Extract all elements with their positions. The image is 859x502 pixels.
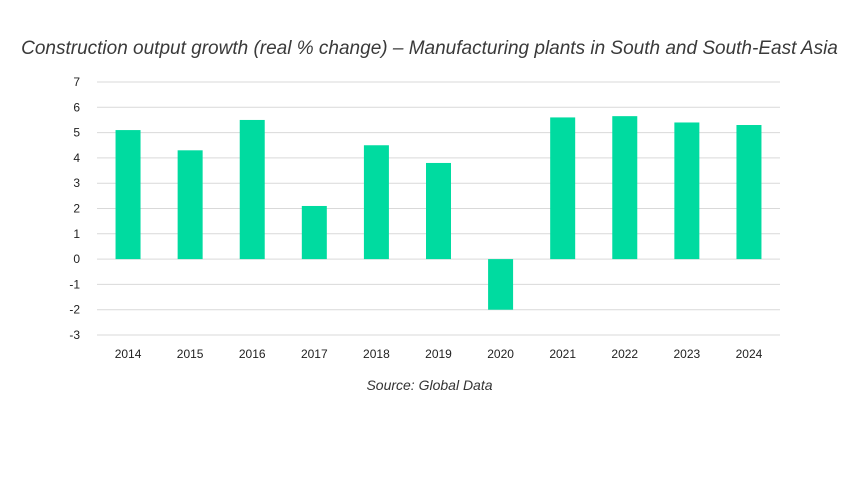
chart-title: Construction output growth (real % chang… [21, 38, 838, 59]
y-tick-label: 0 [73, 252, 80, 266]
y-tick-label: 4 [73, 151, 80, 165]
chart-source-note: Source: Global Data [366, 377, 493, 393]
bar-2019 [426, 162, 451, 260]
x-tick-label: 2022 [611, 347, 638, 361]
bar-2016 [239, 119, 265, 260]
x-tick-label: 2017 [301, 347, 328, 361]
x-tick-label: 2024 [736, 347, 763, 361]
bar-2020 [488, 259, 514, 310]
bar-2021 [550, 117, 576, 260]
y-tick-label: -2 [69, 303, 80, 317]
bar-2022 [612, 116, 638, 260]
bar-2018 [363, 145, 389, 260]
y-tick-label: 7 [73, 75, 80, 89]
y-tick-label: 5 [73, 126, 80, 140]
x-tick-label: 2019 [425, 347, 452, 361]
x-axis-tick-labels: 2014 2015 2016 2017 2018 2019 2020 2021 2022 2023… [115, 347, 763, 361]
y-tick-label: 3 [73, 176, 80, 190]
y-tick-label: 1 [73, 227, 80, 241]
x-tick-label: 2018 [363, 347, 390, 361]
y-tick-label: 6 [73, 100, 80, 114]
bar-2017 [301, 205, 327, 260]
bar-2023 [674, 122, 700, 260]
y-axis-tick-labels: -3 -2 -1 0 1 2 3 4 5 6 7 [69, 75, 80, 342]
x-tick-label: 2015 [177, 347, 204, 361]
x-tick-label: 2020 [487, 347, 514, 361]
bars [115, 116, 762, 310]
y-tick-label: -1 [69, 277, 80, 291]
x-tick-label: 2021 [549, 347, 576, 361]
x-tick-label: 2023 [674, 347, 701, 361]
bar-2024 [736, 125, 762, 260]
y-tick-label: 2 [73, 202, 80, 216]
x-tick-label: 2014 [115, 347, 142, 361]
bar-2014 [115, 130, 141, 260]
x-tick-label: 2016 [239, 347, 266, 361]
bar-2015 [177, 150, 203, 260]
y-tick-label: -3 [69, 328, 80, 342]
